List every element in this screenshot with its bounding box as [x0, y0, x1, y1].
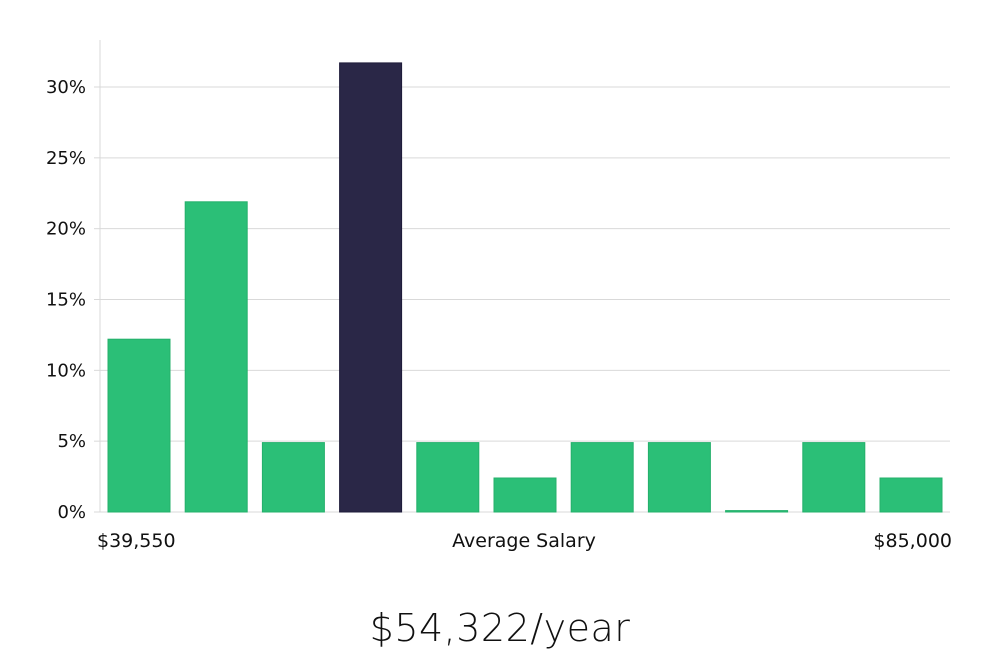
- bar: [725, 510, 789, 513]
- bar: [493, 477, 557, 513]
- salary-histogram: 0% 5% 10% 15% 20% 25% 30% $39,550 Average Sala…: [46, 40, 952, 552]
- bar: [802, 442, 866, 513]
- y-tick-label: 25%: [46, 148, 86, 169]
- y-tick-label: 15%: [46, 290, 86, 311]
- y-tick-label: 10%: [46, 360, 86, 381]
- x-axis-min-label: $39,550: [97, 530, 176, 552]
- bar: [261, 442, 325, 513]
- bar: [570, 442, 634, 513]
- y-tick-label: 5%: [57, 431, 86, 452]
- y-tick-label: 20%: [46, 219, 86, 240]
- y-tick-label: 30%: [46, 77, 86, 98]
- bar: [647, 442, 711, 513]
- bar: [416, 442, 480, 513]
- y-axis-ticks: 0% 5% 10% 15% 20% 25% 30%: [46, 77, 100, 523]
- bars: [107, 62, 943, 513]
- bar-highlighted: [339, 62, 403, 513]
- x-axis-max-label: $85,000: [873, 530, 952, 552]
- y-tick-label: 0%: [57, 502, 86, 523]
- bar: [107, 338, 171, 513]
- x-axis-title: Average Salary: [452, 530, 596, 552]
- average-salary-value: $54,322/year: [369, 606, 631, 650]
- bar: [184, 201, 248, 513]
- bar: [879, 477, 943, 513]
